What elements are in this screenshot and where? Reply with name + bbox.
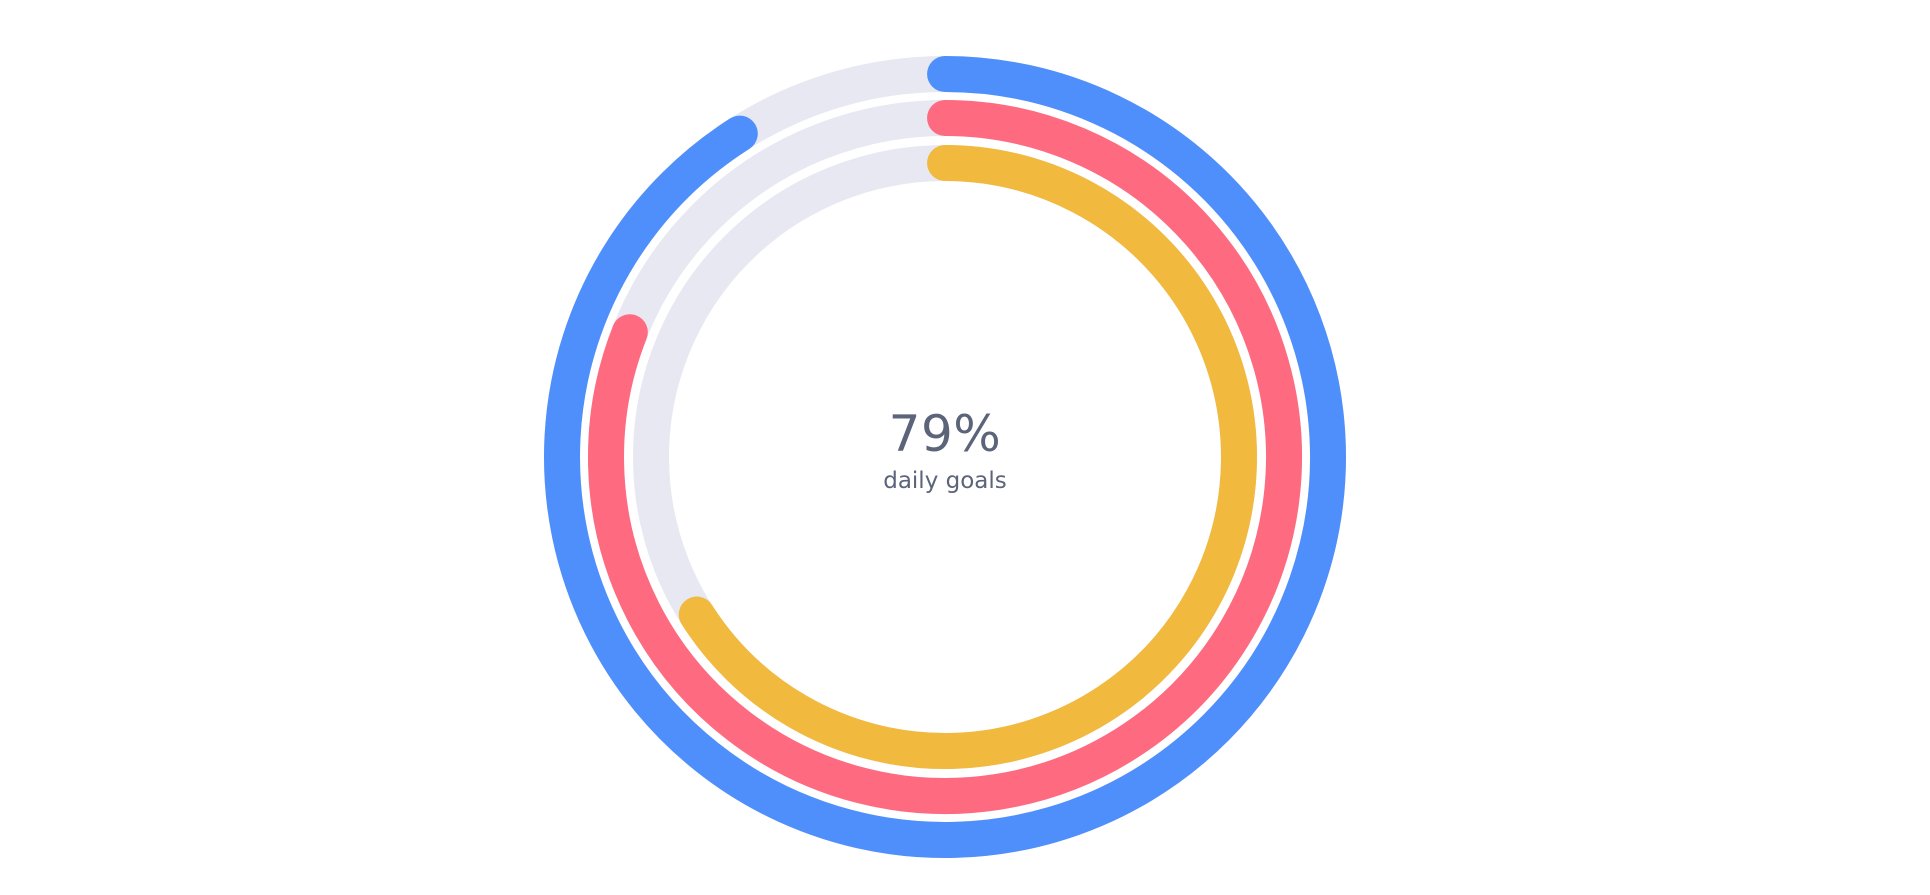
ring-bar-3[interactable] bbox=[678, 145, 1257, 769]
center-total-value: 79% bbox=[888, 405, 1002, 463]
ring-bar-1[interactable] bbox=[544, 56, 1346, 858]
ring-bar-2[interactable] bbox=[588, 100, 1302, 814]
center-caption: daily goals bbox=[883, 468, 1007, 494]
ring-bars bbox=[544, 56, 1346, 858]
